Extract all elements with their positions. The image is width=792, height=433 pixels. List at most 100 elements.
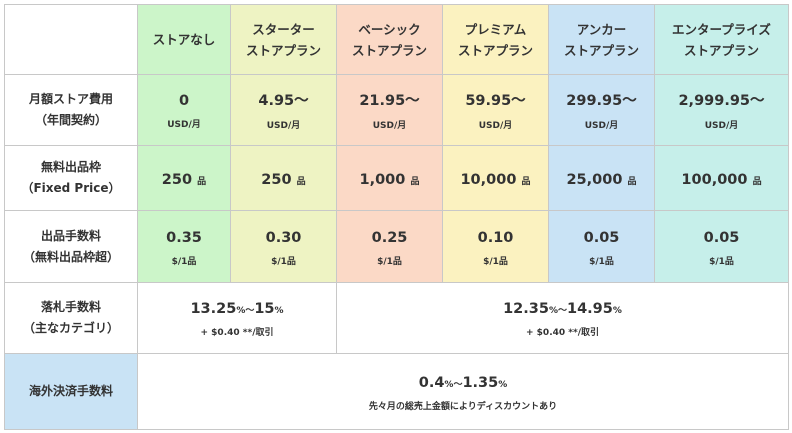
fee-from: 0.4 [418, 374, 445, 391]
free-listings-unit: 品 [752, 176, 762, 187]
insertion-fee-cell: 0.25 $/1品 [336, 210, 443, 283]
plan-header-premium: プレミアムストアプラン [442, 4, 549, 75]
free-listings-unit: 品 [296, 176, 306, 187]
plan-name: プレミアム [464, 21, 527, 37]
free-listings-value: 25,000 [566, 171, 623, 188]
insertion-fee-cell: 0.05 $/1品 [654, 210, 789, 283]
monthly-fee-unit: USD/月 [704, 121, 739, 131]
insertion-fee-unit: $/1品 [377, 256, 402, 267]
free-listings-row: 無料出品枠 （Fixed Price） 250 品 250 品 1,000 品 1… [4, 145, 789, 211]
plan-header-row: ストアなし スターターストアプラン ベーシックストアプラン プレミアムストアプラ… [4, 4, 789, 75]
row-label-insertion-fee: 出品手数料 （無料出品枠超） [4, 210, 138, 283]
monthly-fee-cell: 21.95〜 USD/月 [336, 74, 443, 146]
insertion-fee-unit: $/1品 [483, 256, 508, 267]
plan-header-enterprise: エンタープライズ ストアプラン [654, 4, 789, 75]
free-listings-unit: 品 [521, 176, 531, 187]
monthly-fee-cell: 2,999.95〜 USD/月 [654, 74, 789, 146]
insertion-fee-value: 0.05 [583, 229, 620, 246]
corner-cell [4, 4, 138, 75]
fee-range-separator: %〜 [548, 306, 567, 316]
insertion-fee-unit: $/1品 [171, 256, 197, 267]
plan-type: ストアプラン [563, 42, 639, 58]
monthly-fee-value: 299.95〜 [566, 93, 637, 109]
fee-to: 1.35 [462, 374, 499, 391]
monthly-fee-unit: USD/月 [266, 121, 301, 131]
free-listings-value: 10,000 [460, 171, 517, 188]
plan-name: ストアなし [152, 32, 216, 47]
insertion-fee-unit: $/1品 [271, 256, 296, 267]
plan-header-starter: スターターストアプラン [230, 4, 337, 75]
monthly-fee-cell: 59.95〜 USD/月 [442, 74, 549, 146]
monthly-fee-unit: USD/月 [372, 121, 407, 131]
fee-note: + $0.40 **/取引 [526, 328, 599, 338]
plan-header-anchor: アンカーストアプラン [548, 4, 655, 75]
insertion-fee-unit: $/1品 [709, 256, 734, 267]
insertion-fee-value: 0.35 [166, 229, 202, 246]
row-label-final-value-fee: 落札手数料 （主なカテゴリ） [4, 282, 138, 354]
fee-note: + $0.40 **/取引 [200, 328, 274, 338]
monthly-fee-value: 59.95〜 [465, 93, 526, 109]
free-listings-cell: 1,000 品 [336, 145, 443, 211]
free-listings-cell: 250 品 [230, 145, 337, 211]
monthly-fee-cell: 299.95〜 USD/月 [548, 74, 655, 146]
insertion-fee-cell: 0.30 $/1品 [230, 210, 337, 283]
free-listings-value: 100,000 [681, 171, 748, 188]
plan-type: ストアプラン [683, 42, 759, 58]
row-label-intl-fee: 海外決済手数料 [4, 353, 138, 430]
plan-header-basic: ベーシックストアプラン [336, 4, 443, 75]
plan-name: ベーシック [358, 21, 421, 37]
insertion-fee-value: 0.05 [703, 229, 740, 246]
fee-from: 13.25 [190, 301, 237, 317]
fee-to: 15 [254, 301, 275, 317]
insertion-fee-cell: 0.10 $/1品 [442, 210, 549, 283]
monthly-fee-value: 21.95〜 [359, 93, 420, 109]
free-listings-value: 250 [261, 171, 292, 188]
plan-header-none: ストアなし [137, 4, 231, 75]
fee-to: 14.95 [567, 301, 613, 317]
plan-type: ストアプラン [457, 42, 533, 58]
plan-type: ストアプラン [351, 42, 427, 58]
free-listings-unit: 品 [197, 176, 207, 187]
final-value-fee-row: 落札手数料 （主なカテゴリ） 13.25%〜15% + $0.40 **/取引 1… [4, 282, 789, 354]
insertion-fee-row: 出品手数料 （無料出品枠超） 0.35 $/1品 0.30 $/1品 0.25 $/1品… [4, 210, 789, 283]
insertion-fee-unit: $/1品 [589, 256, 614, 267]
free-listings-cell: 100,000 品 [654, 145, 789, 211]
free-listings-value: 1,000 [359, 171, 406, 188]
fee-range-separator: %〜 [236, 306, 255, 316]
free-listings-value: 250 [161, 171, 193, 188]
insertion-fee-cell: 0.35 $/1品 [137, 210, 231, 283]
insertion-fee-cell: 0.05 $/1品 [548, 210, 655, 283]
plan-name: エンタープライズ [672, 21, 771, 37]
monthly-fee-cell: 0 USD/月 [137, 74, 231, 146]
fee-percent: % [612, 306, 622, 316]
free-listings-cell: 25,000 品 [548, 145, 655, 211]
plan-type: ストアプラン [245, 42, 321, 58]
intl-fee-cell: 0.4%〜1.35% 先々月の総売上金額によりディスカウントあり [137, 353, 789, 430]
fee-from: 12.35 [503, 301, 549, 317]
monthly-fee-unit: USD/月 [167, 120, 201, 130]
insertion-fee-value: 0.25 [371, 229, 408, 246]
free-listings-unit: 品 [627, 176, 637, 187]
monthly-fee-unit: USD/月 [584, 121, 619, 131]
fee-percent: % [274, 306, 284, 316]
plan-name: アンカー [576, 21, 627, 37]
monthly-fee-unit: USD/月 [478, 121, 513, 131]
fee-percent: % [498, 379, 508, 390]
monthly-fee-value: 2,999.95〜 [678, 93, 765, 109]
free-listings-cell: 250 品 [137, 145, 231, 211]
free-listings-cell: 10,000 品 [442, 145, 549, 211]
fee-note: 先々月の総売上金額によりディスカウントあり [368, 401, 558, 412]
final-value-fee-group-2: 12.35%〜14.95% + $0.40 **/取引 [336, 282, 789, 354]
row-label-monthly-fee: 月額ストア費用 （年間契約） [4, 74, 138, 146]
store-plan-comparison-table: ストアなし スターターストアプラン ベーシックストアプラン プレミアムストアプラ… [4, 4, 789, 430]
monthly-fee-value: 4.95〜 [258, 93, 309, 109]
intl-fee-row: 海外決済手数料 0.4%〜1.35% 先々月の総売上金額によりディスカウントあり [4, 353, 789, 430]
final-value-fee-group-1: 13.25%〜15% + $0.40 **/取引 [137, 282, 337, 354]
insertion-fee-value: 0.10 [477, 229, 514, 246]
plan-name: スターター [252, 21, 315, 37]
monthly-fee-cell: 4.95〜 USD/月 [230, 74, 337, 146]
monthly-fee-value: 0 [178, 93, 190, 109]
insertion-fee-value: 0.30 [265, 229, 302, 246]
free-listings-unit: 品 [410, 176, 420, 187]
monthly-fee-row: 月額ストア費用 （年間契約） 0 USD/月 4.95〜 USD/月 21.95〜 US… [4, 74, 789, 146]
